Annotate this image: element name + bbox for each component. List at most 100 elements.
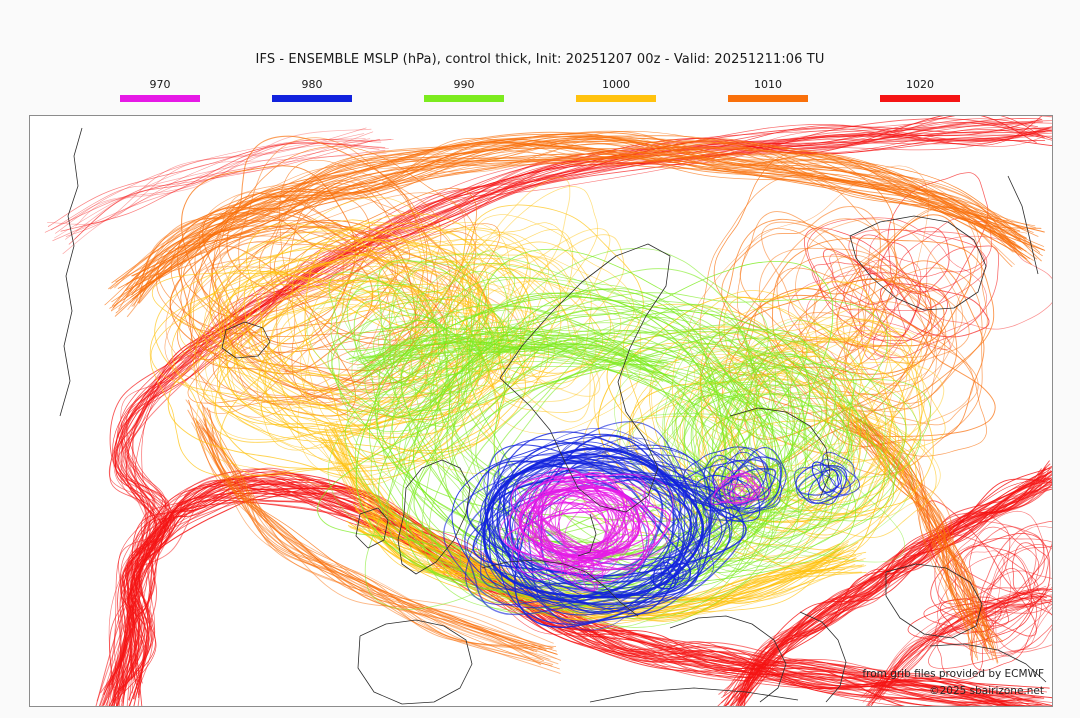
contour-line <box>486 452 698 585</box>
legend-label-1010: 1010 <box>754 78 782 91</box>
contour-line <box>981 570 1052 653</box>
contour-line <box>865 592 1044 706</box>
contour-line <box>723 478 1050 706</box>
contour-line <box>138 137 1021 288</box>
contour-line <box>331 260 487 413</box>
contour-line <box>98 129 1041 706</box>
contour-line <box>356 327 676 367</box>
contour-line <box>696 333 868 572</box>
contour-line <box>138 146 1027 304</box>
map-plot-area: from grib files provided by ECMWF ©2025 … <box>29 115 1053 707</box>
contour-line <box>496 442 675 602</box>
contour-line <box>582 561 603 590</box>
contour-line <box>381 320 483 372</box>
contour-line <box>50 140 373 231</box>
contour-line <box>155 195 371 363</box>
coastline <box>357 619 473 705</box>
contour-line <box>879 283 990 338</box>
contour-line <box>291 236 501 423</box>
contour-line <box>108 142 1042 290</box>
contour-line <box>693 357 941 518</box>
coastline-layer <box>59 127 1047 705</box>
contour-line <box>65 138 371 240</box>
contour-line <box>347 326 678 377</box>
contour-line <box>357 294 518 404</box>
contour-line <box>131 487 1014 706</box>
contour-line <box>324 424 499 568</box>
contour-line <box>724 319 887 534</box>
contour-line <box>677 338 946 461</box>
contour-line <box>408 233 549 397</box>
contour-line <box>356 336 658 387</box>
contour-line <box>340 444 499 587</box>
contour-line <box>195 419 547 651</box>
contour-line <box>479 476 742 590</box>
contour-line <box>835 412 982 632</box>
contour-line <box>346 283 438 384</box>
legend-swatch-980 <box>272 95 352 102</box>
contour-line <box>364 315 507 428</box>
legend: 970 980 990 1000 1010 1020 <box>0 78 1080 108</box>
contour-line <box>328 271 490 395</box>
contour-line <box>616 413 855 513</box>
contour-line <box>451 433 698 612</box>
coastline <box>589 687 799 703</box>
contour-line <box>593 346 904 559</box>
contour-line <box>563 559 605 578</box>
legend-swatch-1000 <box>576 95 656 102</box>
contour-line <box>320 444 496 576</box>
contour-line <box>879 590 1045 696</box>
contour-line <box>825 260 985 448</box>
contour-line <box>364 503 864 622</box>
contour-line <box>663 394 905 563</box>
legend-swatch-970 <box>120 95 200 102</box>
contour-line <box>705 327 921 505</box>
contour-line <box>200 410 550 660</box>
contour-line <box>202 427 557 647</box>
contour-line <box>218 238 526 462</box>
contour-line <box>741 478 1052 699</box>
contour-line <box>869 594 1052 699</box>
contour-line <box>286 183 428 404</box>
contour-line <box>537 473 647 558</box>
coastline <box>849 215 987 311</box>
legend-swatch-1020 <box>880 95 960 102</box>
contour-line <box>368 332 771 620</box>
legend-label-990: 990 <box>453 78 475 91</box>
coastline <box>481 559 639 617</box>
contour-line <box>960 526 1045 590</box>
contour-line <box>880 226 950 294</box>
contour-line <box>743 463 1051 706</box>
contour-line <box>516 486 635 562</box>
contour-line <box>214 285 496 472</box>
contour-line <box>331 433 509 579</box>
legend-item-970: 970 <box>100 78 220 102</box>
contour-line <box>354 342 662 373</box>
contour-line <box>112 132 1042 307</box>
contour-line <box>358 295 493 417</box>
contour-line <box>349 343 674 366</box>
coastline <box>355 507 389 549</box>
contour-line <box>753 267 983 475</box>
contour-line <box>465 421 687 606</box>
legend-label-980: 980 <box>301 78 323 91</box>
contour-line <box>660 566 687 586</box>
contour-line <box>684 352 840 513</box>
legend-swatch-1010 <box>728 95 808 102</box>
contour-line <box>332 429 494 581</box>
contour-line <box>979 520 1052 618</box>
contour-line <box>954 545 1032 643</box>
contour-line <box>839 420 998 664</box>
contour-line <box>795 464 848 504</box>
contour-line <box>983 593 1052 654</box>
contour-line <box>395 176 571 362</box>
contour-line <box>793 467 837 502</box>
contour-line <box>858 255 922 361</box>
contour-line <box>934 510 1011 605</box>
contour-line <box>937 510 1045 611</box>
contour-line <box>233 280 435 442</box>
contour-line <box>852 424 1003 642</box>
contour-line <box>667 562 684 581</box>
contour-line <box>260 258 499 475</box>
contour-line <box>735 460 1050 701</box>
